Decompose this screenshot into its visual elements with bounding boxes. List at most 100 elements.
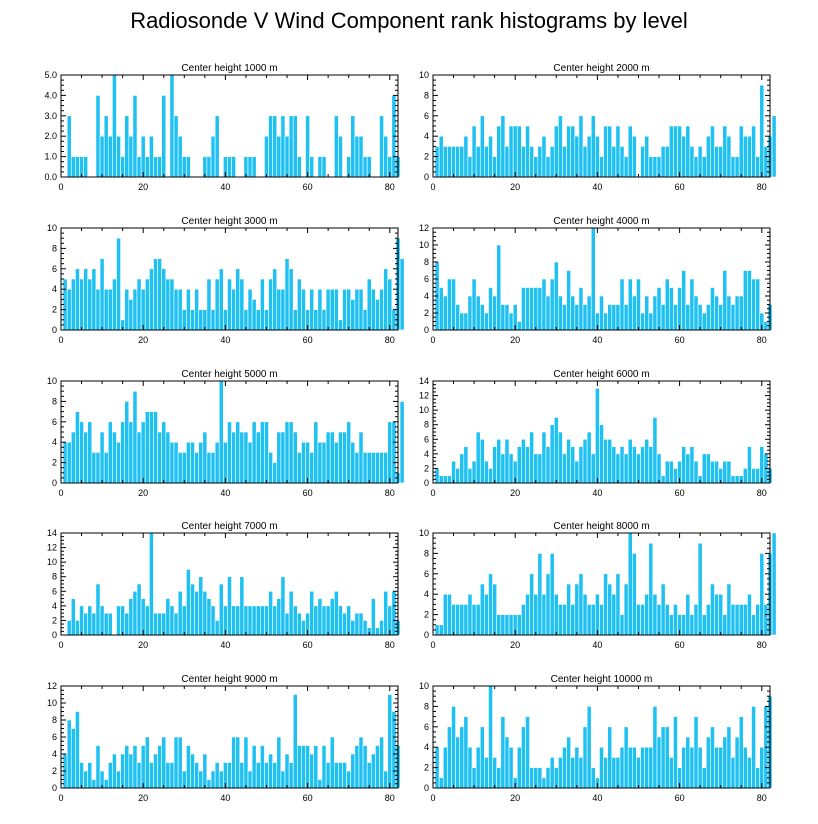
bar — [116, 770, 121, 789]
bar — [66, 288, 72, 331]
bar — [210, 452, 216, 484]
bar — [280, 431, 286, 484]
bar — [165, 278, 171, 331]
bar — [500, 614, 506, 636]
y-tick-label: 6 — [424, 274, 429, 284]
bar — [710, 583, 715, 636]
bar — [70, 156, 76, 178]
bar — [251, 745, 257, 789]
bar — [333, 441, 339, 484]
bar — [251, 605, 257, 636]
bar — [255, 762, 261, 789]
bar — [284, 135, 290, 178]
bar — [590, 604, 596, 636]
bar — [718, 146, 724, 178]
bar — [574, 135, 580, 178]
bar — [681, 446, 687, 484]
bar — [714, 295, 719, 331]
bar — [177, 590, 183, 636]
bar — [516, 125, 522, 178]
panel-title: Center height 9000 m — [181, 674, 277, 685]
bar — [214, 762, 220, 789]
bar — [83, 770, 89, 789]
bar — [541, 135, 547, 178]
bar — [206, 598, 212, 636]
bar — [570, 446, 576, 484]
bar — [595, 387, 600, 484]
bar — [693, 460, 699, 484]
bar — [107, 135, 113, 178]
x-tick-label: 80 — [757, 793, 767, 803]
x-tick-label: 80 — [757, 335, 767, 345]
bar — [231, 156, 236, 178]
bar — [488, 468, 493, 484]
x-tick-label: 40 — [220, 182, 230, 192]
bar — [660, 304, 666, 331]
bar — [153, 753, 158, 789]
bar — [500, 453, 506, 484]
bar — [99, 135, 105, 178]
y-tick-label: 4 — [52, 437, 57, 447]
bar — [202, 156, 208, 178]
bar — [342, 288, 347, 331]
bar — [533, 593, 539, 636]
bar — [722, 270, 728, 331]
bar — [595, 593, 600, 636]
bar — [333, 762, 339, 789]
panel-title: Center height 6000 m — [553, 369, 649, 380]
bar — [383, 135, 389, 178]
panel-title: Center height 8000 m — [553, 521, 649, 532]
bar — [177, 288, 183, 331]
bar — [549, 146, 555, 178]
bar — [370, 598, 376, 636]
bar — [181, 309, 187, 331]
y-tick-label: 10 — [419, 240, 429, 250]
bar — [648, 746, 654, 789]
panel-title: Center height 5000 m — [181, 369, 277, 380]
bar — [730, 475, 736, 484]
bar — [582, 146, 588, 178]
bar — [755, 604, 761, 636]
bar — [615, 453, 621, 484]
bar — [75, 711, 80, 789]
panel-2: Center height 2000 m 0 20 40 60 80 0 2 4 6 8 10 — [419, 63, 777, 192]
bar — [309, 156, 315, 178]
bar — [603, 573, 608, 636]
bar — [321, 745, 327, 789]
y-tick-label: 8 — [52, 572, 57, 582]
bar — [479, 583, 485, 636]
bar — [677, 287, 682, 331]
bar — [231, 288, 236, 331]
bar — [120, 156, 125, 178]
bar — [701, 767, 707, 789]
bar — [722, 736, 728, 789]
bar — [309, 452, 315, 484]
bar — [537, 146, 543, 178]
bar — [70, 728, 76, 789]
bar — [366, 278, 372, 331]
bar — [333, 115, 339, 178]
bar — [632, 446, 637, 484]
bar — [710, 125, 715, 178]
bar — [264, 135, 269, 178]
bar — [447, 146, 452, 178]
bar — [206, 452, 212, 484]
bar — [533, 453, 539, 484]
bar — [455, 736, 461, 789]
bar — [636, 757, 641, 789]
bar — [479, 726, 485, 789]
bar — [681, 746, 687, 789]
bar — [210, 309, 216, 331]
bar — [325, 288, 331, 331]
bar — [726, 295, 732, 331]
panel-1: Center height 1000 m 0 20 40 60 80 0.0 1.0 2.0 3.… — [44, 63, 401, 192]
bar — [607, 583, 613, 636]
bar — [383, 268, 389, 331]
bar — [79, 421, 84, 484]
y-tick-label: 10 — [419, 70, 429, 80]
bar — [202, 753, 208, 789]
bar — [338, 431, 343, 484]
bar — [697, 746, 703, 789]
bar — [116, 135, 121, 178]
bar — [537, 287, 543, 331]
